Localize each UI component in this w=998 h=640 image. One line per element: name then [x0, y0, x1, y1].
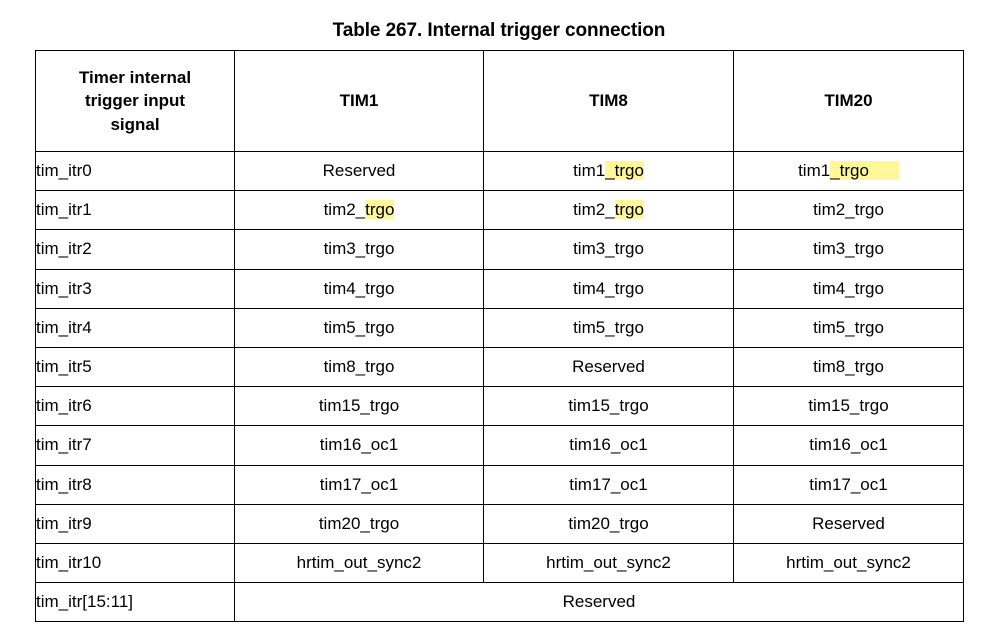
table-row: tim_itr1 tim2_trgo tim2_trgo tim2_trgo: [35, 190, 964, 231]
cell-tim1: tim17_oc1: [234, 464, 484, 505]
value-highlighted: _trgo: [830, 161, 899, 181]
table-row: tim_itr2 tim3_trgo tim3_trgo tim3_trgo: [35, 229, 964, 270]
table-row: tim_itr5 tim8_trgo Reserved tim8_trgo: [35, 346, 964, 388]
cell-tim8: tim17_oc1: [483, 464, 734, 505]
cell-tim20: tim15_trgo: [733, 386, 964, 427]
cell-signal: tim_itr5: [35, 346, 235, 388]
table-row: tim_itr0 Reserved tim1_trgo tim1_trgo: [35, 150, 964, 192]
cell-tim1: Reserved: [234, 150, 484, 192]
value-highlighted: trgo: [365, 200, 395, 220]
cell-tim1: tim4_trgo: [234, 268, 484, 309]
cell-signal: tim_itr0: [35, 150, 235, 192]
cell-tim8: hrtim_out_sync2: [483, 542, 734, 584]
cell-merged-reserved: Reserved: [234, 582, 964, 623]
cell-tim8: Reserved: [483, 346, 734, 388]
cell-signal: tim_itr10: [35, 542, 235, 584]
table-row-merged: tim_itr[15:11] Reserved: [35, 582, 964, 623]
cell-signal: tim_itr8: [35, 464, 235, 505]
table-title: Table 267. Internal trigger connection: [332, 20, 666, 41]
cell-tim8: tim16_oc1: [483, 425, 734, 466]
column-header-signal: Timer internal trigger input signal: [35, 50, 235, 152]
cell-signal: tim_itr7: [35, 425, 235, 466]
cell-tim20: tim16_oc1: [733, 425, 964, 466]
value-plain: tim2_: [573, 200, 615, 220]
cell-tim20: hrtim_out_sync2: [733, 542, 964, 584]
cell-tim20: tim2_trgo: [733, 190, 964, 231]
cell-signal: tim_itr4: [35, 307, 235, 348]
cell-tim8: tim2_trgo: [483, 190, 734, 231]
cell-tim20: tim17_oc1: [733, 464, 964, 505]
cell-tim1: tim20_trgo: [234, 503, 484, 544]
cell-signal: tim_itr6: [35, 386, 235, 427]
cell-tim1: tim2_trgo: [234, 190, 484, 231]
column-header-tim1: TIM1: [234, 50, 484, 152]
cell-signal: tim_itr2: [35, 229, 235, 270]
cell-tim1: hrtim_out_sync2: [234, 542, 484, 584]
header-line-1: Timer internal: [78, 67, 192, 87]
cell-tim1: tim15_trgo: [234, 386, 484, 427]
table-row: tim_itr10 hrtim_out_sync2 hrtim_out_sync…: [35, 542, 964, 584]
cell-tim1: tim16_oc1: [234, 425, 484, 466]
cell-tim8: tim15_trgo: [483, 386, 734, 427]
cell-tim20: tim3_trgo: [733, 229, 964, 270]
cell-tim20: tim4_trgo: [733, 268, 964, 309]
cell-tim8: tim5_trgo: [483, 307, 734, 348]
cell-tim8: tim3_trgo: [483, 229, 734, 270]
value-highlighted: trgo: [614, 200, 644, 220]
cell-tim8: tim20_trgo: [483, 503, 734, 544]
cell-signal: tim_itr[15:11]: [35, 582, 235, 623]
table-container: Timer internal trigger input signal TIM1…: [35, 50, 964, 623]
cell-tim20: tim8_trgo: [733, 346, 964, 388]
cell-tim20: Reserved: [733, 503, 964, 544]
table-header: Timer internal trigger input signal TIM1…: [35, 50, 964, 152]
cell-tim1: tim3_trgo: [234, 229, 484, 270]
cell-signal: tim_itr3: [35, 268, 235, 309]
value-highlighted: _trgo: [605, 161, 644, 181]
cell-tim20: tim1_trgo: [733, 150, 964, 192]
table-row: tim_itr4 tim5_trgo tim5_trgo tim5_trgo: [35, 307, 964, 348]
table-row: tim_itr6 tim15_trgo tim15_trgo tim15_trg…: [35, 386, 964, 427]
column-header-tim20: TIM20: [733, 50, 964, 152]
value-plain: tim2_: [323, 200, 366, 220]
cell-tim1: tim5_trgo: [234, 307, 484, 348]
table-row: tim_itr8 tim17_oc1 tim17_oc1 tim17_oc1: [35, 464, 964, 505]
cell-signal: tim_itr9: [35, 503, 235, 544]
cell-tim1: tim8_trgo: [234, 346, 484, 388]
cell-tim8: tim4_trgo: [483, 268, 734, 309]
table-row: tim_itr3 tim4_trgo tim4_trgo tim4_trgo: [35, 268, 964, 309]
cell-signal: tim_itr1: [35, 190, 235, 231]
internal-trigger-connection-table: Timer internal trigger input signal TIM1…: [35, 50, 964, 623]
cell-tim20: tim5_trgo: [733, 307, 964, 348]
value-plain: tim1: [798, 161, 831, 181]
table-body: tim_itr0 Reserved tim1_trgo tim1_trgo ti…: [35, 150, 964, 623]
table-row: tim_itr7 tim16_oc1 tim16_oc1 tim16_oc1: [35, 425, 964, 466]
header-line-3: signal: [110, 114, 160, 134]
cell-tim8: tim1_trgo: [483, 150, 734, 192]
value-plain: tim1: [573, 161, 606, 181]
header-line-2: trigger input: [84, 91, 186, 111]
header-row: Timer internal trigger input signal TIM1…: [35, 50, 964, 152]
column-header-tim8: TIM8: [483, 50, 734, 152]
table-row: tim_itr9 tim20_trgo tim20_trgo Reserved: [35, 503, 964, 544]
